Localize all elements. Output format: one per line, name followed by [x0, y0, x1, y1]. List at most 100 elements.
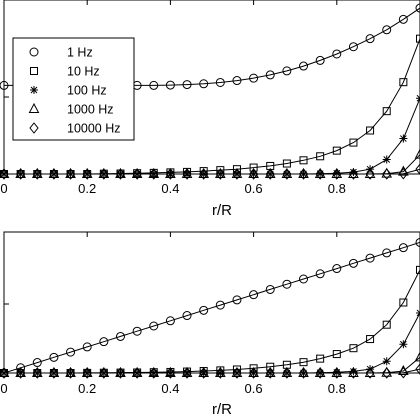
- data-point-star: [349, 367, 358, 376]
- data-point-square: [399, 78, 408, 87]
- data-point-circle: [382, 25, 392, 35]
- data-point-diamond: [232, 367, 242, 379]
- data-point-star: [349, 168, 358, 177]
- data-point-triangle: [65, 366, 76, 377]
- data-point-circle: [315, 269, 325, 279]
- data-point-diamond: [15, 367, 26, 379]
- data-point-triangle: [15, 167, 26, 178]
- data-point-circle: [348, 258, 358, 268]
- data-point-star: [382, 357, 391, 366]
- data-point-circle: [199, 305, 209, 315]
- data-point-triangle: [281, 366, 293, 377]
- data-point-star: [332, 169, 341, 178]
- data-point-diamond: [49, 367, 59, 379]
- data-point-circle: [32, 358, 42, 368]
- x-tick-label: 0.6: [245, 381, 263, 396]
- data-point-triangle: [314, 167, 326, 178]
- data-point-triangle: [131, 167, 143, 178]
- data-point-square: [282, 159, 291, 168]
- data-point-diamond: [182, 168, 192, 180]
- legend-marker-diamond: [29, 122, 39, 134]
- data-point-triangle: [65, 167, 76, 178]
- data-point-diamond: [215, 168, 225, 180]
- chart-panel-1: 0 0.2 0.4 0.6 0.8 r/R 1 Hz 10 Hz 100 Hz 1000 Hz 10…: [0, 0, 420, 219]
- data-point-diamond: [82, 168, 92, 180]
- data-point-circle: [282, 66, 292, 76]
- legend-entry: 1000 Hz: [67, 103, 114, 117]
- data-point-triangle: [131, 366, 143, 377]
- legend-entry: 10 Hz: [67, 65, 100, 79]
- data-point-circle: [415, 3, 420, 13]
- data-point-circle: [249, 290, 259, 300]
- data-point-circle: [115, 331, 125, 341]
- data-point-square: [416, 34, 420, 43]
- data-point-diamond: [332, 168, 342, 180]
- data-point-square: [349, 138, 358, 147]
- data-point-diamond: [415, 363, 420, 375]
- data-point-diamond: [82, 367, 92, 379]
- data-point-triangle: [214, 366, 226, 377]
- data-point-square: [299, 156, 308, 165]
- data-point-diamond: [265, 168, 275, 180]
- data-point-circle: [265, 284, 275, 294]
- data-point-square: [399, 298, 408, 307]
- data-point-diamond: [232, 168, 242, 180]
- data-point-triangle: [181, 167, 193, 178]
- data-point-triangle: [248, 366, 259, 377]
- data-point-square: [316, 354, 325, 363]
- data-point-square: [366, 126, 375, 135]
- data-point-triangle: [414, 148, 420, 159]
- data-point-triangle: [248, 167, 259, 178]
- series-line: [3, 241, 420, 374]
- series-10000-hz: [0, 363, 420, 379]
- data-point-diamond: [0, 168, 9, 180]
- x-axis-label: r/R: [212, 401, 232, 418]
- data-point-triangle: [348, 167, 359, 178]
- data-point-triangle: [48, 366, 60, 377]
- data-point-star: [332, 368, 341, 377]
- data-point-triangle: [264, 167, 276, 178]
- data-point-triangle: [414, 351, 420, 362]
- x-axis-label: r/R: [212, 202, 232, 219]
- data-point-circle: [315, 55, 325, 65]
- data-point-circle: [365, 253, 375, 263]
- data-point-diamond: [49, 168, 59, 180]
- data-point-circle: [165, 80, 175, 90]
- data-point-diamond: [348, 168, 359, 180]
- data-point-triangle: [364, 366, 376, 377]
- data-point-triangle: [148, 167, 160, 178]
- data-point-square: [366, 335, 375, 344]
- data-point-diamond: [15, 168, 26, 180]
- data-point-diamond: [149, 367, 159, 379]
- data-point-circle: [132, 326, 142, 336]
- series-line: [4, 269, 420, 374]
- data-point-diamond: [298, 168, 309, 180]
- data-point-diamond: [65, 168, 76, 180]
- data-point-triangle: [181, 366, 193, 377]
- data-point-square: [299, 358, 308, 367]
- data-point-triangle: [31, 366, 43, 377]
- legend-marker-square: [30, 67, 38, 75]
- data-point-circle: [382, 248, 392, 258]
- data-point-triangle: [165, 167, 176, 178]
- data-point-diamond: [115, 168, 126, 180]
- data-point-circle: [99, 337, 109, 347]
- data-point-circle: [249, 73, 259, 83]
- data-point-diamond: [182, 367, 192, 379]
- x-tick-label: 0.4: [161, 381, 179, 396]
- data-point-diamond: [382, 367, 392, 379]
- data-point-diamond: [215, 367, 225, 379]
- data-point-diamond: [32, 367, 42, 379]
- data-point-circle: [398, 14, 408, 24]
- data-point-diamond: [382, 168, 392, 180]
- data-point-diamond: [149, 168, 159, 180]
- data-point-circle: [82, 342, 92, 352]
- data-point-triangle: [165, 366, 176, 377]
- data-point-diamond: [282, 168, 292, 180]
- legend: 1 Hz 10 Hz 100 Hz 1000 Hz 10000 Hz: [12, 37, 135, 141]
- x-tick-label: 0.2: [78, 381, 96, 396]
- data-point-diamond: [199, 168, 209, 180]
- data-point-diamond: [132, 168, 142, 180]
- data-point-triangle: [364, 167, 376, 178]
